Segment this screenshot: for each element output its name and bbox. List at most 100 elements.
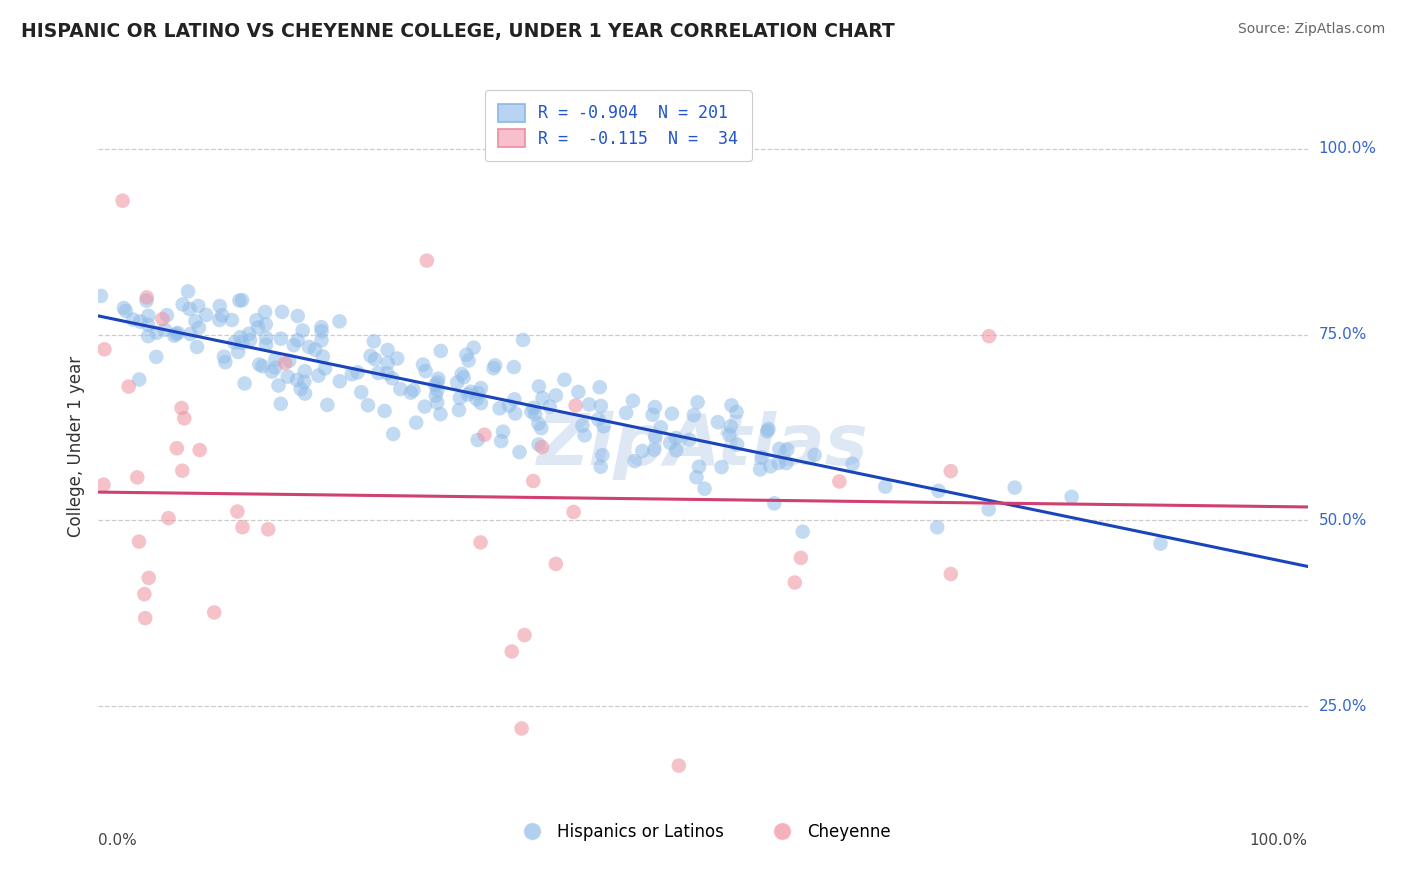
Point	[93, 477, 115, 491]
Point	[202, 606, 225, 620]
Point	[682, 408, 704, 422]
Point	[693, 482, 716, 496]
Point	[513, 628, 536, 642]
Point	[426, 396, 449, 410]
Point	[574, 428, 596, 442]
Point	[156, 308, 179, 322]
Point	[614, 406, 637, 420]
Point	[707, 415, 730, 429]
Point	[257, 522, 280, 536]
Point	[460, 384, 482, 399]
Point	[402, 383, 425, 397]
Point	[467, 433, 489, 447]
Point	[467, 386, 489, 401]
Point	[157, 511, 180, 525]
Point	[238, 326, 260, 341]
Point	[416, 253, 439, 268]
Point	[163, 328, 186, 343]
Point	[503, 407, 526, 421]
Point	[790, 550, 813, 565]
Point	[661, 407, 683, 421]
Point	[508, 445, 530, 459]
Point	[381, 371, 404, 385]
Point	[375, 366, 398, 380]
Point	[470, 381, 492, 395]
Point	[425, 389, 447, 403]
Point	[875, 480, 897, 494]
Point	[474, 427, 496, 442]
Point	[644, 429, 666, 443]
Point	[538, 400, 561, 414]
Point	[136, 318, 159, 332]
Point	[544, 388, 567, 402]
Point	[589, 399, 612, 413]
Point	[749, 462, 772, 476]
Point	[314, 361, 336, 376]
Point	[304, 343, 326, 357]
Point	[291, 323, 314, 337]
Point	[425, 378, 447, 392]
Point	[226, 345, 249, 359]
Point	[426, 376, 449, 390]
Point	[128, 372, 150, 386]
Point	[153, 323, 176, 337]
Point	[650, 420, 672, 434]
Point	[456, 348, 478, 362]
Point	[1149, 536, 1171, 550]
Point	[578, 397, 600, 411]
Point	[382, 427, 405, 442]
Point	[751, 450, 773, 465]
Point	[360, 349, 382, 363]
Point	[208, 299, 231, 313]
Point	[195, 308, 218, 322]
Point	[267, 378, 290, 392]
Point	[385, 351, 408, 366]
Point	[170, 401, 193, 415]
Point	[128, 534, 150, 549]
Point	[470, 396, 492, 410]
Point	[623, 454, 645, 468]
Point	[527, 437, 550, 451]
Point	[270, 397, 292, 411]
Point	[450, 367, 472, 381]
Point	[90, 289, 112, 303]
Point	[686, 395, 709, 409]
Point	[644, 400, 666, 414]
Point	[114, 304, 136, 318]
Point	[111, 194, 134, 208]
Point	[685, 470, 707, 484]
Point	[122, 312, 145, 326]
Point	[488, 401, 510, 416]
Point	[668, 758, 690, 772]
Point	[463, 341, 485, 355]
Point	[229, 330, 252, 344]
Point	[457, 353, 479, 368]
Point	[150, 312, 173, 326]
Point	[247, 320, 270, 334]
Point	[758, 422, 780, 436]
Point	[756, 425, 779, 439]
Point	[357, 398, 380, 412]
Point	[718, 427, 741, 442]
Point	[290, 382, 312, 396]
Point	[562, 505, 585, 519]
Point	[527, 417, 550, 431]
Point	[135, 293, 157, 308]
Point	[187, 320, 209, 334]
Point	[138, 571, 160, 585]
Point	[710, 460, 733, 475]
Point	[245, 313, 267, 327]
Point	[239, 333, 262, 347]
Point	[775, 456, 797, 470]
Point	[118, 379, 141, 393]
Point	[112, 301, 135, 315]
Point	[631, 444, 654, 458]
Point	[589, 459, 612, 474]
Text: 25.0%: 25.0%	[1319, 698, 1367, 714]
Point	[759, 459, 782, 474]
Y-axis label: College, Under 1 year: College, Under 1 year	[66, 355, 84, 537]
Legend: Hispanics or Latinos, Cheyenne: Hispanics or Latinos, Cheyenne	[509, 817, 897, 848]
Point	[93, 343, 115, 357]
Point	[567, 384, 589, 399]
Point	[489, 434, 512, 448]
